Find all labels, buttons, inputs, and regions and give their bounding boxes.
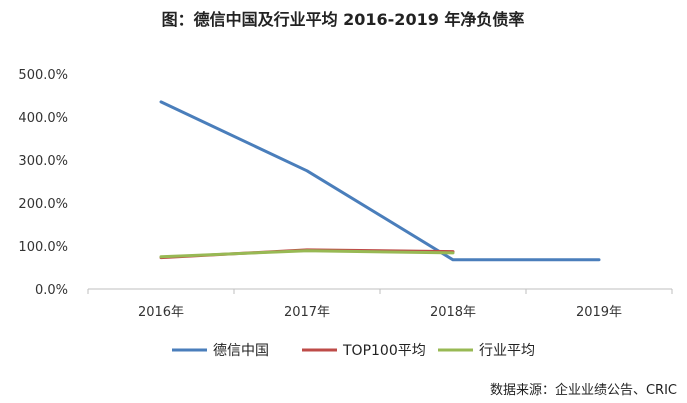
x-tick-label: 2017年 [284,305,330,320]
x-axis-labels: 2016年 2017年 2018年 2019年 [138,305,622,320]
series-line-0 [159,100,601,262]
x-tick-label: 2018年 [430,305,476,320]
source-note: 数据来源：企业业绩公告、CRIC [490,382,677,398]
y-tick-label: 300.0% [18,154,68,169]
y-axis-labels: 0.0% 100.0% 200.0% 300.0% 400.0% 500.0% [18,68,68,298]
legend-label: 行业平均 [479,343,535,359]
series-line-2 [159,249,455,259]
chart-title: 图：德信中国及行业平均 2016-2019 年净负债率 [162,10,525,29]
y-tick-label: 0.0% [35,283,68,298]
y-tick-label: 100.0% [18,240,68,255]
series-lines [159,100,601,262]
x-tick-label: 2016年 [138,305,184,320]
legend: 德信中国 TOP100平均 行业平均 [172,343,535,359]
x-axis-ticks [87,289,673,294]
y-tick-label: 500.0% [18,68,68,83]
legend-label: TOP100平均 [342,343,426,359]
y-tick-label: 200.0% [18,197,68,212]
x-tick-label: 2019年 [576,305,622,320]
legend-label: 德信中国 [213,343,269,359]
y-tick-label: 400.0% [18,111,68,126]
